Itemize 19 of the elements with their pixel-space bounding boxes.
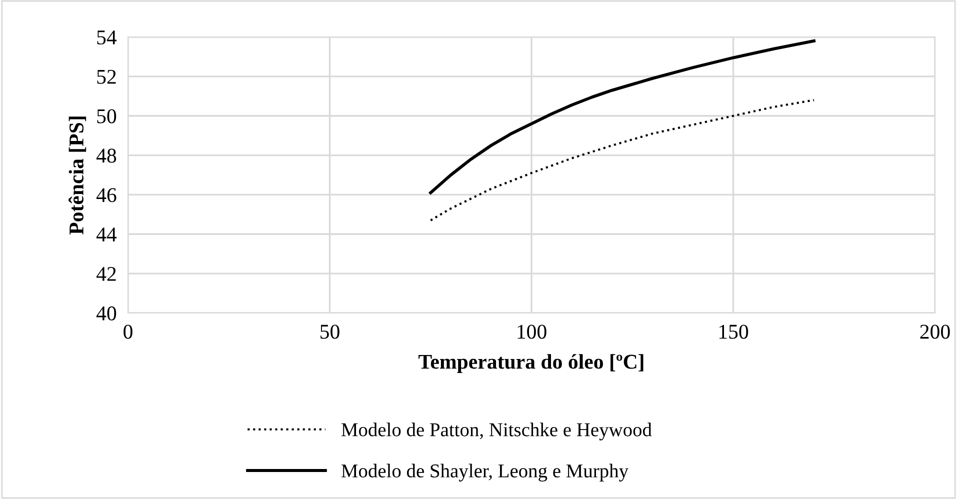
y-tick-label: 52 [97, 70, 116, 84]
x-axis-title: Temperatura do óleo [ºC] [418, 354, 644, 374]
x-tick-label: 200 [920, 324, 950, 339]
line-series [430, 99, 815, 222]
y-tick-label: 50 [97, 109, 116, 124]
y-tick-label: 42 [96, 267, 116, 281]
y-tick-label: 46 [96, 188, 116, 202]
x-tick-label: 0 [124, 324, 132, 339]
legend-label: Modelo de Shayler, Leong e Murphy [341, 464, 628, 482]
y-tick-label: 54 [97, 30, 117, 44]
y-tick-label: 44 [96, 228, 117, 242]
legend-label: Modelo de Patton, Nitschke e Heywood [341, 422, 652, 440]
x-tick-label: 50 [320, 324, 340, 339]
y-tick-label: 40 [96, 306, 116, 320]
y-tick-label: 48 [96, 148, 116, 163]
y-axis-title: Potência [PS] [68, 116, 86, 235]
x-tick-label: 100 [518, 324, 546, 339]
line-series [429, 39, 816, 194]
x-tick-label: 150 [719, 324, 748, 339]
